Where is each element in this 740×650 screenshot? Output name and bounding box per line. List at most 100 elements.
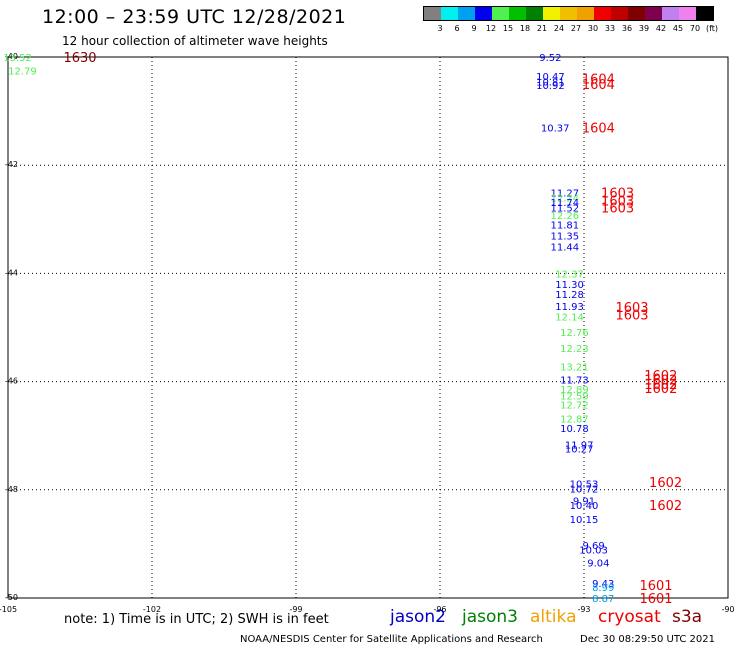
satellite-jason3: jason3 (462, 607, 518, 627)
swh-point: 11.52 (550, 203, 579, 214)
legend-swatch (645, 7, 662, 20)
legend-label: 6 (454, 24, 460, 33)
legend-label: 33 (604, 24, 616, 33)
swh-point: 9.43 (592, 579, 614, 590)
legend-label: 70 (689, 24, 701, 33)
map-frame (7, 56, 729, 599)
swh-point: 9.52 (539, 53, 561, 64)
swh-point: 10.03 (579, 545, 608, 556)
time-label: 1603 (601, 186, 634, 201)
legend-label: 9 (471, 24, 477, 33)
legend-swatch (611, 7, 628, 20)
time-label: 1602 (644, 378, 677, 393)
legend-label: 21 (536, 24, 548, 33)
legend-labels: 3 6 9 12 15 18 21 24 27 30 33 36 39 42 45 70 (ft) (423, 21, 718, 33)
legend-label: (ft) (705, 24, 719, 33)
swh-point: 12.76 (560, 328, 589, 339)
swh-point: 13.52 (3, 53, 32, 64)
color-legend: 3 6 9 12 15 18 21 24 27 30 33 36 39 42 45 70 (ft) (423, 6, 718, 33)
x-tick-label: -96 (433, 605, 446, 614)
swh-point: 11.28 (555, 290, 584, 301)
legend-swatch (492, 7, 509, 20)
legend-swatch (543, 7, 560, 20)
footer-timestamp: Dec 30 08:29:50 UTC 2021 (580, 634, 715, 645)
swh-point: 12.87 (560, 414, 589, 425)
legend-swatch (662, 7, 679, 20)
time-label: 1604 (582, 73, 615, 88)
legend-label: 3 (437, 24, 443, 33)
satellite-cryosat: cryosat (598, 607, 661, 627)
swh-point: 8.99 (592, 583, 614, 594)
y-tick-label: -50 (5, 593, 18, 602)
map-subtitle: 12 hour collection of altimeter wave hei… (62, 34, 328, 48)
legend-swatch (458, 7, 475, 20)
footer-credit: NOAA/NESDIS Center for Satellite Applica… (240, 634, 543, 645)
swh-point: 9.69 (582, 541, 604, 552)
y-tick-label: -46 (5, 377, 18, 386)
x-tick-label: -93 (577, 605, 590, 614)
time-label: 1604 (582, 121, 615, 136)
legend-swatch (577, 7, 594, 20)
swh-point: 12.79 (8, 67, 37, 78)
swh-point: 12.14 (555, 313, 584, 324)
legend-swatch (475, 7, 492, 20)
y-tick-label: -44 (5, 268, 18, 277)
legend-label: 15 (502, 24, 514, 33)
swh-point: 11.27 (550, 188, 579, 199)
x-tick-label: -105 (0, 605, 17, 614)
y-tick-label: -42 (5, 160, 18, 169)
time-label: 1603 (615, 301, 648, 316)
swh-point: 12.37 (555, 269, 584, 280)
time-label: 1601 (639, 579, 672, 594)
legend-swatch (560, 7, 577, 20)
time-label: 1602 (644, 382, 677, 397)
legend-swatch (509, 7, 526, 20)
swh-point: 12.24 (550, 194, 579, 205)
legend-swatch (424, 7, 441, 20)
legend-label: 39 (638, 24, 650, 33)
satellite-jason2: jason2 (390, 607, 446, 627)
legend-swatch (696, 7, 713, 20)
swh-point: 12.26 (550, 211, 579, 222)
swh-point: 11.93 (555, 302, 584, 313)
legend-label: 36 (621, 24, 633, 33)
map-title: 12:00 – 23:59 UTC 12/28/2021 (42, 6, 347, 28)
swh-point: 10.15 (570, 515, 599, 526)
legend-swatch (526, 7, 543, 20)
x-tick-label: -99 (289, 605, 302, 614)
time-label: 1603 (601, 194, 634, 209)
swh-point: 9.91 (573, 497, 595, 508)
legend-swatch (628, 7, 645, 20)
legend-swatch (594, 7, 611, 20)
satellite-s3a: s3a (672, 607, 703, 627)
time-label: 1630 (63, 51, 96, 66)
swh-point: 11.30 (555, 280, 584, 291)
swh-point: 11.81 (550, 221, 579, 232)
legend-label: 27 (570, 24, 582, 33)
y-tick-label: -48 (5, 485, 18, 494)
legend-label: 12 (485, 24, 497, 33)
time-label: 1604 (582, 78, 615, 93)
swh-point: 11.35 (550, 232, 579, 243)
units-note: note: 1) Time is in UTC; 2) SWH is in fe… (64, 612, 329, 627)
swh-point: 10.40 (570, 501, 599, 512)
time-label: 1603 (601, 201, 634, 216)
swh-point: 12.72 (560, 400, 589, 411)
swh-point: 11.44 (550, 242, 579, 253)
swh-point: 9.04 (587, 558, 609, 569)
swh-point: 11.73 (560, 375, 589, 386)
swh-point: 12.23 (560, 344, 589, 355)
swh-point: 10.37 (541, 123, 570, 134)
legend-label: 45 (672, 24, 684, 33)
swh-point: 10.92 (536, 81, 565, 92)
x-tick-label: -90 (721, 605, 734, 614)
time-label: 1602 (644, 369, 677, 384)
legend-color-bar (423, 6, 714, 21)
legend-label: 30 (587, 24, 599, 33)
swh-point: 10.72 (570, 485, 599, 496)
swh-point: 10.47 (536, 72, 565, 83)
y-tick-label: -40 (5, 52, 18, 61)
swh-point: 10.81 (536, 77, 565, 88)
swh-point: 11.74 (550, 198, 579, 209)
